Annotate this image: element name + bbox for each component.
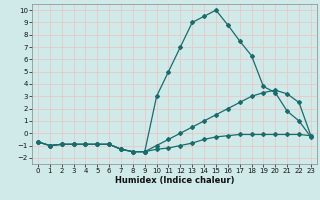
X-axis label: Humidex (Indice chaleur): Humidex (Indice chaleur) (115, 176, 234, 185)
